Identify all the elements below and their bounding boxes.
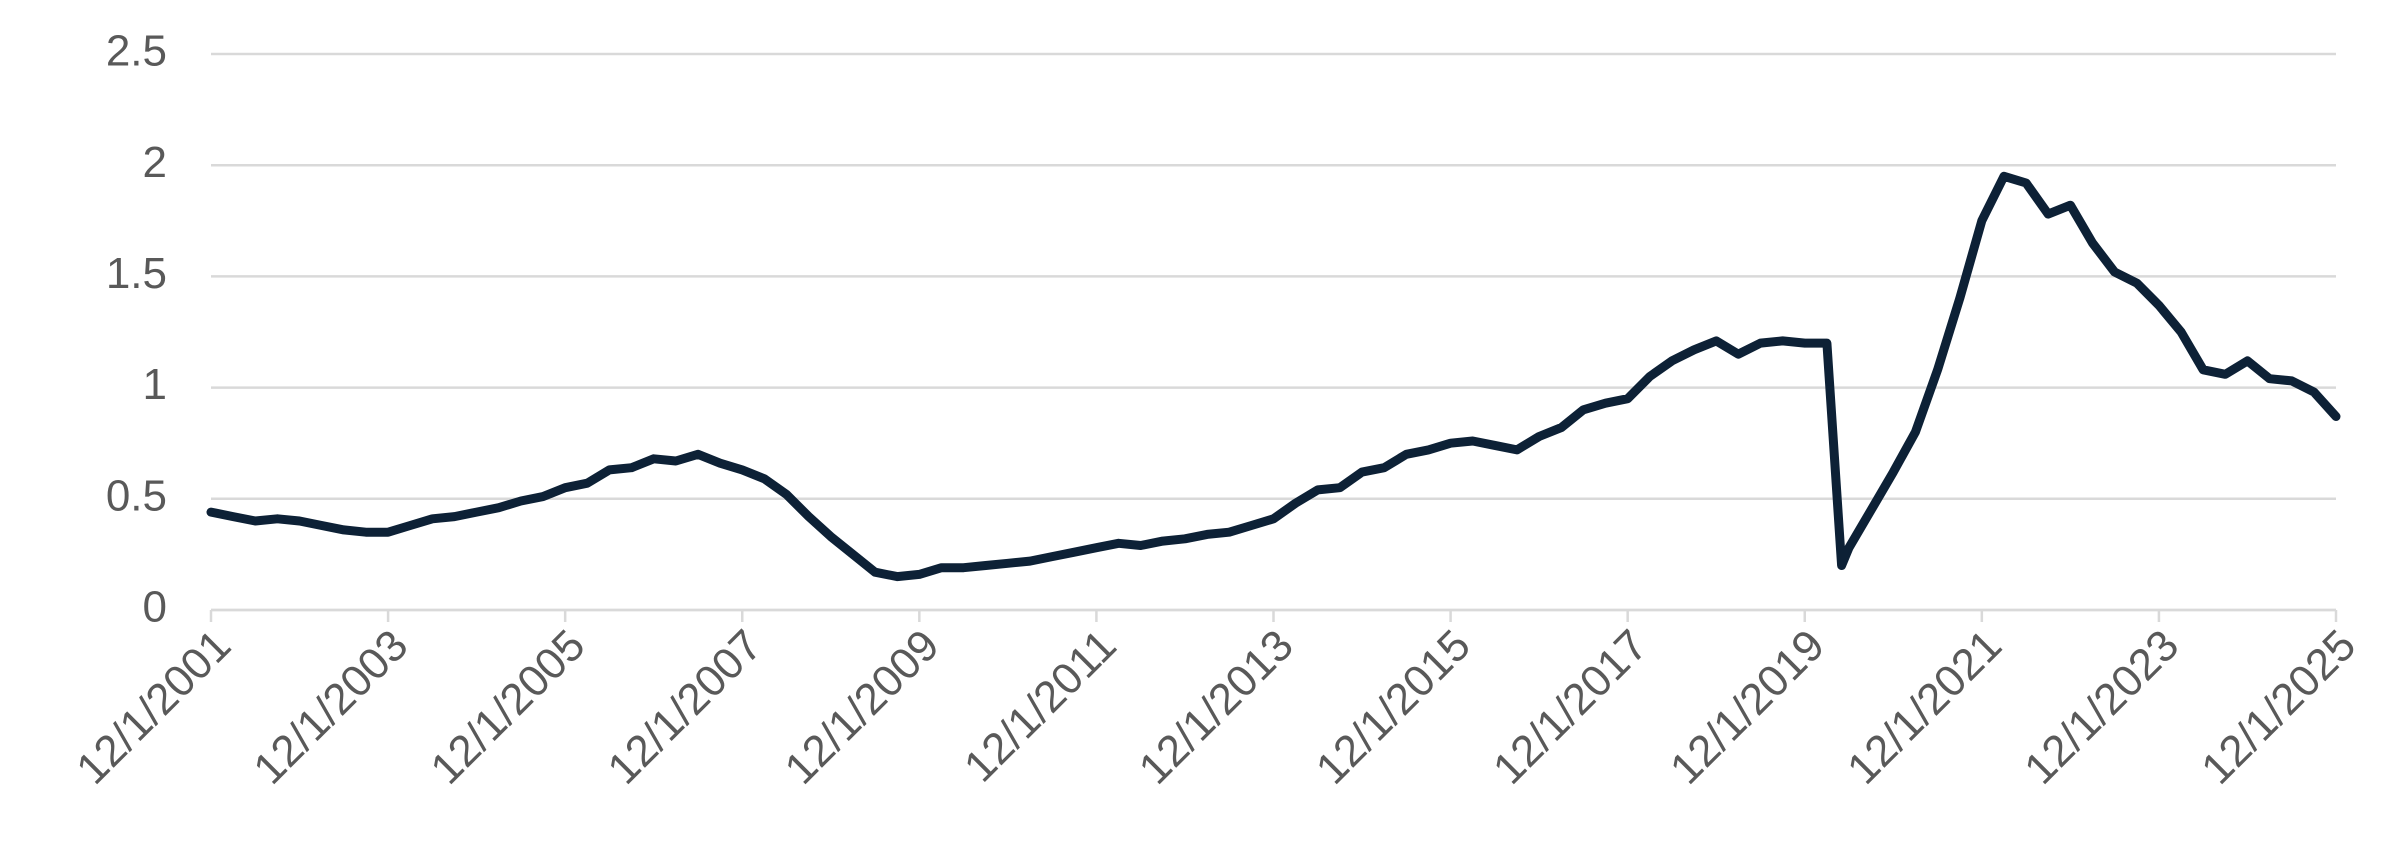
x-tick-label: 12/1/2011 <box>955 621 1126 792</box>
x-tick-label: 12/1/2001 <box>67 621 240 794</box>
x-tick-label: 12/1/2025 <box>2192 621 2365 794</box>
x-tick-label: 12/1/2009 <box>776 621 949 794</box>
y-tick-label: 0 <box>143 583 167 632</box>
x-tick-label: 12/1/2013 <box>1130 621 1303 794</box>
y-tick-label: 0.5 <box>106 471 167 520</box>
x-tick-label: 12/1/2005 <box>421 621 594 794</box>
x-tick-label: 12/1/2003 <box>244 621 417 794</box>
x-tick-label: 12/1/2021 <box>1838 621 2011 794</box>
y-tick-label: 1 <box>143 360 167 409</box>
x-tick-label: 12/1/2019 <box>1661 621 1834 794</box>
x-tick-label: 12/1/2017 <box>1484 621 1657 794</box>
x-tick-label: 12/1/2023 <box>2015 621 2188 794</box>
x-tick-label: 12/1/2015 <box>1307 621 1480 794</box>
y-tick-label: 1.5 <box>106 249 167 298</box>
y-tick-label: 2 <box>143 138 167 187</box>
line-series <box>206 171 2341 582</box>
x-tick-label: 12/1/2007 <box>598 621 771 794</box>
y-tick-label: 2.5 <box>106 27 167 76</box>
